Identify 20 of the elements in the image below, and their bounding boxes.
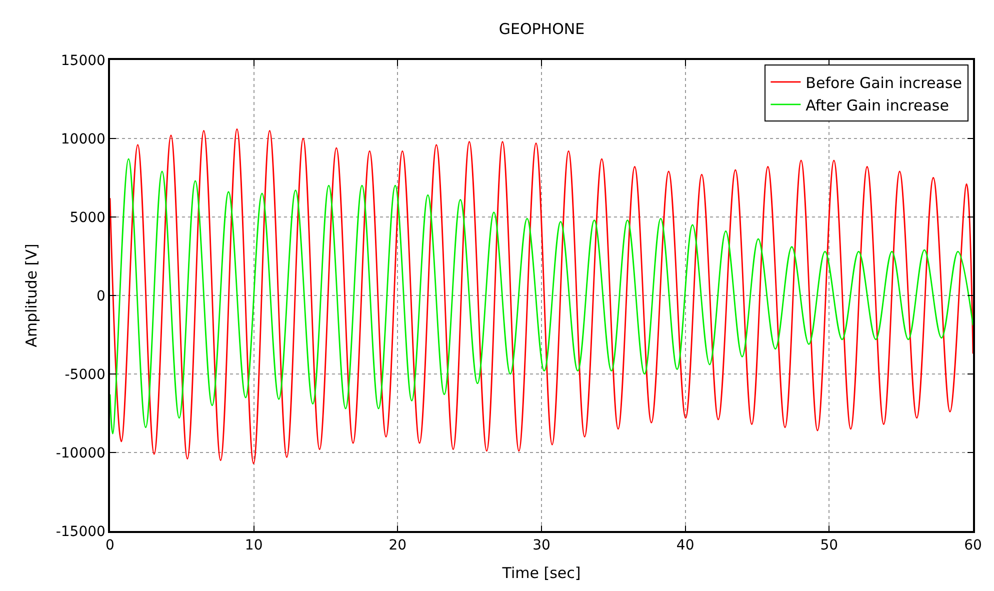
y-tick-label: 5000 bbox=[70, 210, 106, 226]
y-tick-label: 10000 bbox=[60, 131, 106, 148]
y-tick-label: -5000 bbox=[64, 366, 106, 383]
line-series bbox=[110, 128, 973, 464]
line-series bbox=[110, 158, 973, 434]
x-tick-label: 20 bbox=[388, 538, 407, 554]
y-tick-label: 15000 bbox=[60, 52, 106, 69]
y-tick-label: 0 bbox=[96, 288, 106, 304]
x-axis-title: Time [sec] bbox=[501, 564, 581, 582]
x-tick-label: 30 bbox=[532, 538, 550, 554]
y-tick-label: -15000 bbox=[56, 524, 106, 540]
x-tick-label: 10 bbox=[244, 538, 263, 554]
chart-title: GEOPHONE bbox=[498, 20, 585, 38]
legend-label: After Gain increase bbox=[806, 96, 949, 114]
x-tick-label: 50 bbox=[820, 538, 838, 554]
legend-label: Before Gain increase bbox=[806, 74, 962, 92]
x-tick-label: 60 bbox=[964, 538, 982, 554]
y-tick-label: -10000 bbox=[56, 445, 106, 462]
x-tick-label: 40 bbox=[676, 538, 694, 554]
y-axis-title: Amplitude [V] bbox=[22, 244, 41, 348]
